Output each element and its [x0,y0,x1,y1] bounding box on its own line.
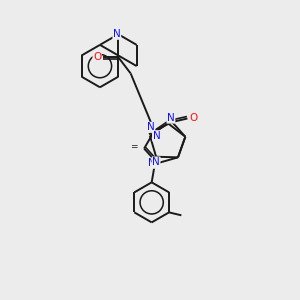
Text: =: = [130,142,138,151]
Text: N: N [148,158,155,168]
Text: N: N [167,113,175,123]
Text: O: O [93,52,101,62]
Text: N: N [147,122,155,132]
Text: N: N [152,131,160,141]
Text: N: N [113,29,121,39]
Text: O: O [189,113,197,124]
Text: N: N [152,157,160,167]
